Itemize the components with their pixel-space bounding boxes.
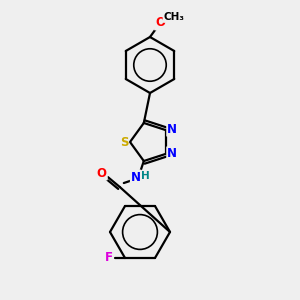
Text: O: O (155, 16, 165, 29)
Text: N: N (167, 123, 177, 136)
Text: O: O (97, 167, 107, 179)
Text: H: H (141, 171, 150, 181)
Text: N: N (167, 147, 177, 160)
Text: CH₃: CH₃ (164, 12, 184, 22)
Text: F: F (105, 251, 113, 265)
Text: S: S (120, 136, 128, 148)
Text: N: N (131, 170, 141, 184)
